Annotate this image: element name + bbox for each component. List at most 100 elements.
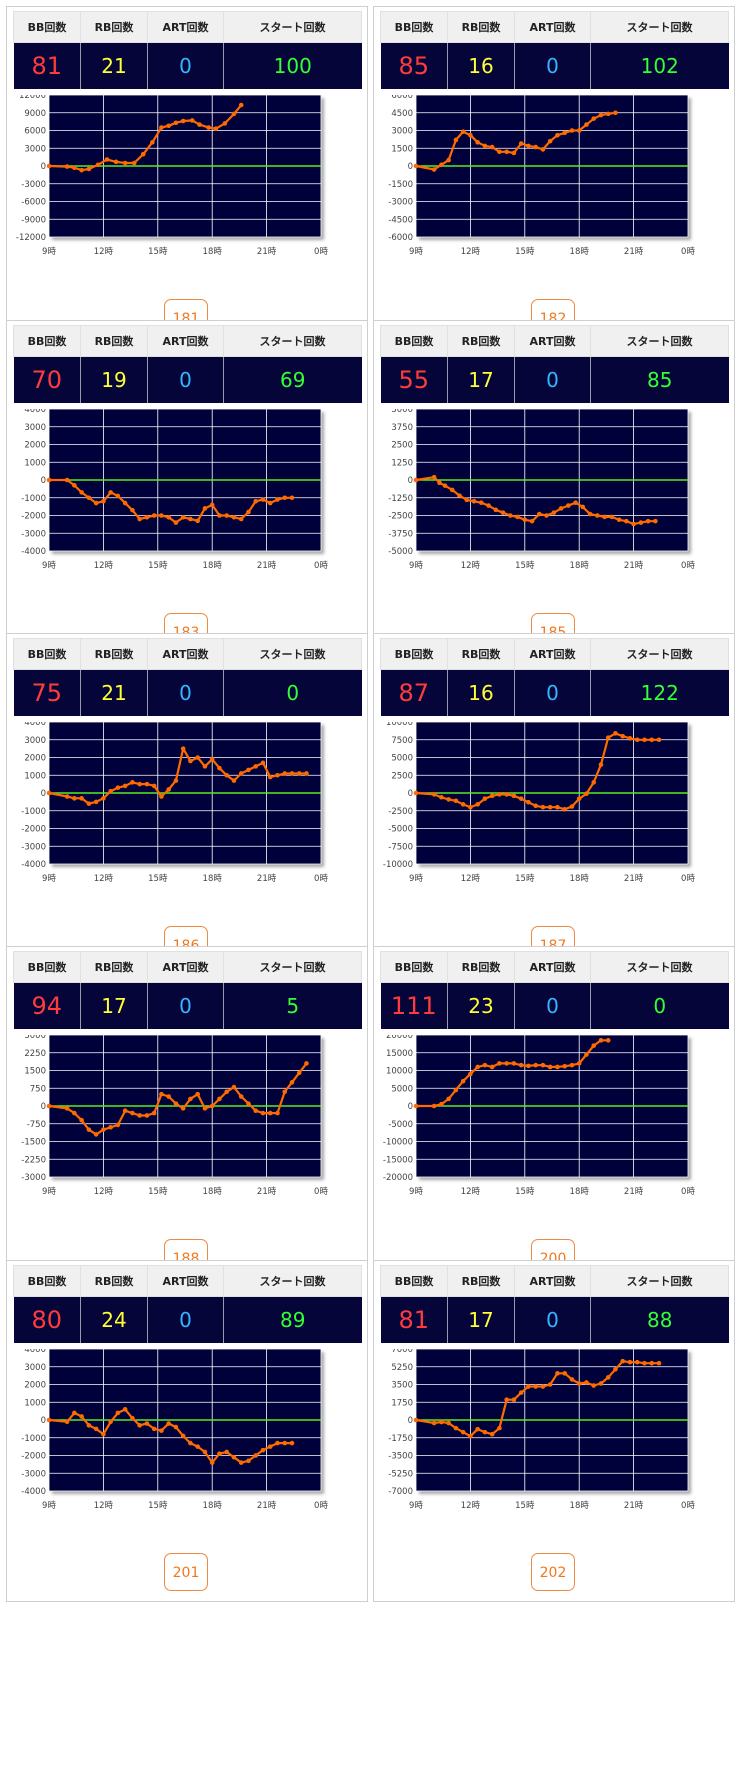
data-point	[173, 120, 179, 126]
data-point	[431, 1420, 437, 1426]
data-point	[620, 733, 626, 739]
data-point	[195, 755, 200, 760]
data-point	[544, 513, 549, 518]
data-point	[93, 1132, 99, 1137]
data-point	[159, 794, 164, 799]
x-tick-label: 12時	[94, 874, 114, 884]
y-tick-label: -750	[27, 1120, 46, 1130]
data-point	[224, 1449, 230, 1455]
bb-header: BB回数	[13, 325, 81, 357]
art-count: 0	[514, 982, 591, 1029]
y-tick-label: 2500	[391, 441, 413, 451]
data-point	[282, 495, 288, 501]
data-point	[413, 1103, 419, 1109]
data-point	[439, 794, 444, 800]
data-point	[131, 160, 137, 166]
data-point	[113, 159, 119, 165]
y-tick-label: 4000	[24, 409, 46, 415]
data-point	[275, 1440, 280, 1446]
data-point	[238, 1094, 244, 1099]
data-point	[591, 1383, 597, 1388]
x-tick-label: 21時	[624, 1187, 644, 1197]
art-header: ART回数	[514, 11, 591, 43]
x-tick-label: 18時	[570, 561, 590, 571]
data-point	[616, 517, 622, 523]
unit-card: BB回数RB回数ART回数スタート回数752100186400030002000…	[6, 633, 368, 975]
art-header: ART回数	[147, 638, 224, 670]
x-tick-label: 0時	[314, 874, 328, 884]
x-tick-label: 0時	[681, 1501, 695, 1511]
art-count: 0	[514, 42, 591, 89]
start-header: スタート回数	[223, 325, 362, 357]
data-point	[79, 167, 84, 173]
y-tick-label: 6000	[24, 127, 46, 137]
data-point	[464, 497, 470, 503]
y-tick-label: 3500	[391, 1381, 413, 1391]
x-tick-label: 9時	[42, 247, 56, 257]
data-point	[151, 513, 157, 518]
y-tick-label: -5000	[388, 547, 413, 557]
bb-count: 94	[13, 982, 81, 1029]
data-point	[475, 140, 480, 145]
data-point	[173, 1101, 179, 1106]
data-point	[224, 772, 230, 778]
data-point	[584, 1380, 589, 1385]
data-point	[453, 137, 459, 143]
data-point	[246, 767, 251, 773]
data-point	[518, 141, 524, 146]
data-point	[500, 510, 506, 515]
data-point	[439, 1101, 444, 1107]
data-point	[260, 497, 266, 502]
data-point	[486, 503, 491, 508]
data-point	[431, 792, 437, 797]
data-point	[166, 787, 171, 792]
data-point	[529, 518, 535, 524]
data-point	[217, 1096, 222, 1102]
unit-number-button[interactable]: 202	[531, 1553, 575, 1591]
bb-header: BB回数	[13, 11, 81, 43]
y-tick-label: 2250	[24, 1049, 46, 1059]
y-tick-label: 1000	[24, 458, 46, 468]
x-tick-label: 21時	[257, 247, 277, 257]
data-point	[209, 1460, 215, 1465]
data-point	[656, 1360, 662, 1366]
data-point	[93, 799, 99, 805]
data-point	[468, 804, 473, 810]
data-point	[79, 796, 84, 801]
data-point	[624, 518, 629, 524]
x-tick-label: 9時	[409, 1187, 423, 1197]
data-point	[475, 802, 480, 807]
rb-header: RB回数	[80, 11, 148, 43]
start-header: スタート回数	[223, 638, 362, 670]
data-point	[569, 1377, 575, 1382]
x-tick-label: 12時	[461, 1187, 481, 1197]
y-tick-label: 1750	[391, 1398, 413, 1408]
y-tick-label: -3000	[21, 529, 46, 539]
data-point	[253, 764, 259, 769]
data-point	[595, 513, 600, 518]
x-tick-label: 0時	[681, 1187, 695, 1197]
data-point	[188, 516, 193, 522]
rb-count: 19	[80, 356, 148, 403]
x-tick-label: 15時	[148, 561, 168, 571]
data-point	[591, 780, 597, 785]
y-tick-label: 7000	[391, 1349, 413, 1355]
data-point	[468, 1433, 473, 1439]
x-tick-label: 21時	[257, 561, 277, 571]
data-point	[453, 1425, 459, 1431]
data-point	[497, 1425, 502, 1431]
data-point	[46, 477, 52, 483]
data-point	[413, 163, 419, 169]
x-tick-label: 15時	[515, 1501, 535, 1511]
rb-header: RB回数	[447, 951, 515, 983]
data-point	[224, 513, 230, 518]
data-point	[656, 737, 662, 743]
x-tick-label: 18時	[570, 247, 590, 257]
data-point	[130, 780, 135, 785]
data-point	[238, 516, 244, 522]
art-header: ART回数	[147, 1265, 224, 1297]
y-tick-label: -1500	[21, 1138, 46, 1148]
data-point	[627, 736, 633, 741]
start-count: 102	[590, 42, 729, 89]
unit-number-button[interactable]: 201	[164, 1553, 208, 1591]
